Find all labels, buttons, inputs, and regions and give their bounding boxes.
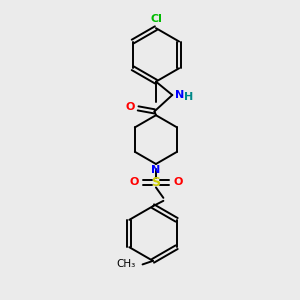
Text: Cl: Cl <box>150 14 162 24</box>
Text: S: S <box>152 176 160 189</box>
Text: O: O <box>125 102 134 112</box>
Text: O: O <box>129 177 139 188</box>
Text: O: O <box>173 177 183 188</box>
Text: N: N <box>151 166 160 176</box>
Text: H: H <box>184 92 193 101</box>
Text: N: N <box>175 90 184 100</box>
Text: CH₃: CH₃ <box>116 260 135 269</box>
